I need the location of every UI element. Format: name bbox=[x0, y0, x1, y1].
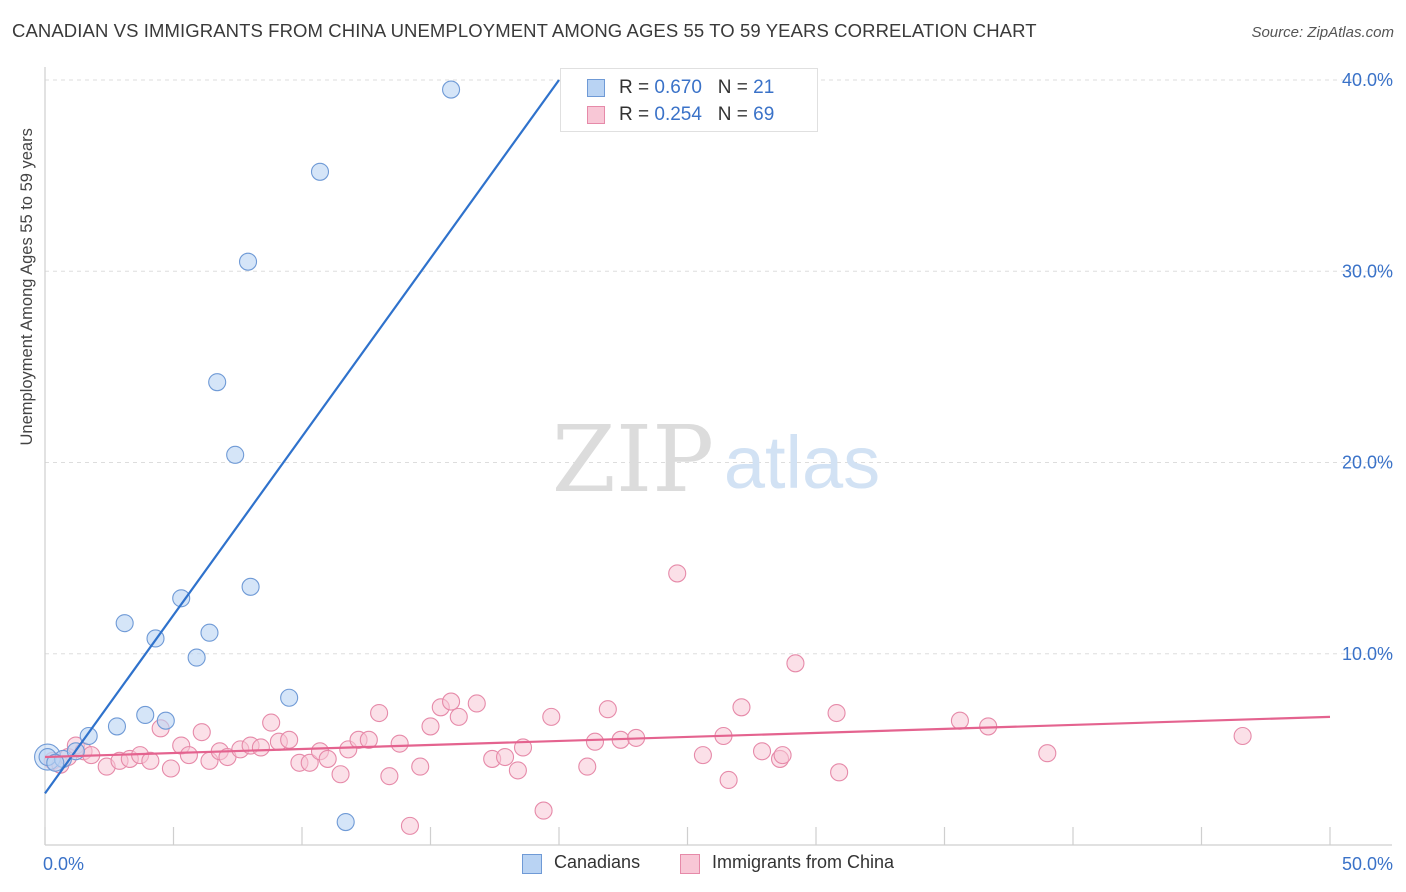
legend-r-value: 0.254 bbox=[654, 104, 702, 125]
legend-n-value: 69 bbox=[753, 104, 775, 125]
data-point-china bbox=[449, 707, 468, 726]
data-point-china bbox=[719, 770, 738, 790]
data-point-canadians bbox=[136, 705, 155, 725]
data-point-canadians bbox=[241, 577, 260, 596]
x-tick-label: 50.0% bbox=[1342, 854, 1393, 874]
data-point-china bbox=[542, 707, 561, 726]
series-immigrants-from-china bbox=[43, 564, 1252, 835]
data-point-canadians bbox=[280, 688, 299, 707]
data-point-china bbox=[400, 816, 419, 835]
data-point-canadians bbox=[310, 162, 330, 181]
trendline-canadians bbox=[44, 79, 560, 795]
bottom-legend-label-china: Immigrants from China bbox=[712, 852, 895, 872]
data-point-china bbox=[578, 757, 597, 776]
data-point-canadians bbox=[187, 648, 206, 667]
watermark: ZIP atlas bbox=[552, 406, 880, 513]
data-point-china bbox=[318, 749, 337, 768]
legend-swatch-china bbox=[587, 106, 605, 124]
data-point-china bbox=[732, 698, 751, 717]
chart-title: CANADIAN VS IMMIGRANTS FROM CHINA UNEMPL… bbox=[12, 20, 1037, 41]
watermark-atlas: atlas bbox=[724, 421, 880, 504]
legend-r-label: R = bbox=[619, 104, 655, 125]
data-point-china bbox=[141, 751, 160, 770]
legend-r-value: 0.670 bbox=[654, 77, 702, 98]
x-tick-label: 0.0% bbox=[43, 854, 84, 874]
y-tick-label: 40.0% bbox=[1342, 70, 1393, 90]
data-point-canadians bbox=[156, 711, 175, 730]
data-point-china bbox=[534, 801, 553, 820]
data-point-china bbox=[359, 730, 378, 749]
data-point-china bbox=[421, 717, 440, 736]
data-point-china bbox=[827, 703, 846, 723]
data-point-china bbox=[668, 564, 687, 583]
trend-lines bbox=[44, 79, 1331, 795]
y-tick-label: 20.0% bbox=[1342, 453, 1393, 473]
data-point-china bbox=[411, 757, 430, 776]
bottom-legend-label-canadians: Canadians bbox=[554, 852, 641, 872]
data-point-china bbox=[1233, 726, 1252, 746]
data-point-canadians bbox=[115, 614, 134, 633]
data-point-canadians bbox=[226, 445, 245, 464]
bottom-legend-swatch-china bbox=[680, 854, 700, 874]
data-point-china bbox=[442, 692, 461, 711]
y-tick-label: 10.0% bbox=[1342, 644, 1393, 664]
legend-swatch-canadians bbox=[587, 79, 605, 97]
watermark-zip: ZIP bbox=[552, 406, 714, 513]
data-point-china bbox=[331, 765, 350, 784]
correlation-legend: R = 0.670 N = 21 R = 0.254 N = 69 bbox=[560, 68, 818, 132]
data-point-china bbox=[950, 711, 969, 730]
y-tick-label: 30.0% bbox=[1342, 261, 1393, 281]
data-point-china bbox=[262, 713, 281, 732]
data-point-canadians bbox=[238, 252, 258, 271]
source-credit: Source: ZipAtlas.com bbox=[1251, 24, 1394, 41]
data-point-china bbox=[380, 767, 399, 786]
data-point-china bbox=[693, 746, 712, 765]
data-point-china bbox=[179, 746, 198, 765]
data-point-china bbox=[585, 732, 605, 751]
data-point-canadians bbox=[46, 753, 65, 772]
data-point-china bbox=[752, 742, 772, 761]
data-point-canadians bbox=[200, 623, 219, 642]
data-point-china bbox=[280, 730, 299, 749]
legend-n-label: N = bbox=[717, 77, 754, 98]
data-point-china bbox=[786, 654, 805, 673]
data-point-china bbox=[161, 759, 180, 778]
data-point-china bbox=[598, 700, 617, 719]
data-point-china bbox=[300, 753, 319, 772]
data-point-china bbox=[251, 738, 270, 757]
data-point-china bbox=[830, 763, 849, 782]
data-point-canadians bbox=[336, 812, 355, 832]
data-point-canadians bbox=[107, 717, 127, 736]
data-point-china bbox=[390, 734, 409, 753]
legend-r-label: R = bbox=[619, 77, 655, 98]
data-point-china bbox=[773, 746, 792, 765]
legend-n-label: N = bbox=[717, 104, 754, 125]
grid-lines bbox=[45, 79, 1392, 655]
trendline-china bbox=[44, 715, 1331, 759]
legend-n-value: 21 bbox=[753, 77, 775, 98]
data-point-canadians bbox=[208, 373, 227, 392]
data-point-china bbox=[1038, 744, 1057, 763]
bottom-legend-swatch-canadians bbox=[522, 854, 542, 874]
data-point-china bbox=[508, 761, 527, 780]
axes bbox=[44, 67, 1392, 846]
data-point-china bbox=[467, 694, 486, 713]
data-point-china bbox=[495, 747, 515, 767]
data-point-canadians bbox=[172, 589, 191, 608]
y-axis-label: Unemployment Among Ages 55 to 59 years bbox=[18, 128, 36, 446]
data-point-canadians bbox=[442, 80, 461, 99]
data-point-china bbox=[370, 703, 389, 723]
data-point-china bbox=[192, 723, 211, 742]
tick-labels: 10.0% 20.0% 30.0% 40.0% 0.0% 50.0% bbox=[43, 70, 1393, 874]
